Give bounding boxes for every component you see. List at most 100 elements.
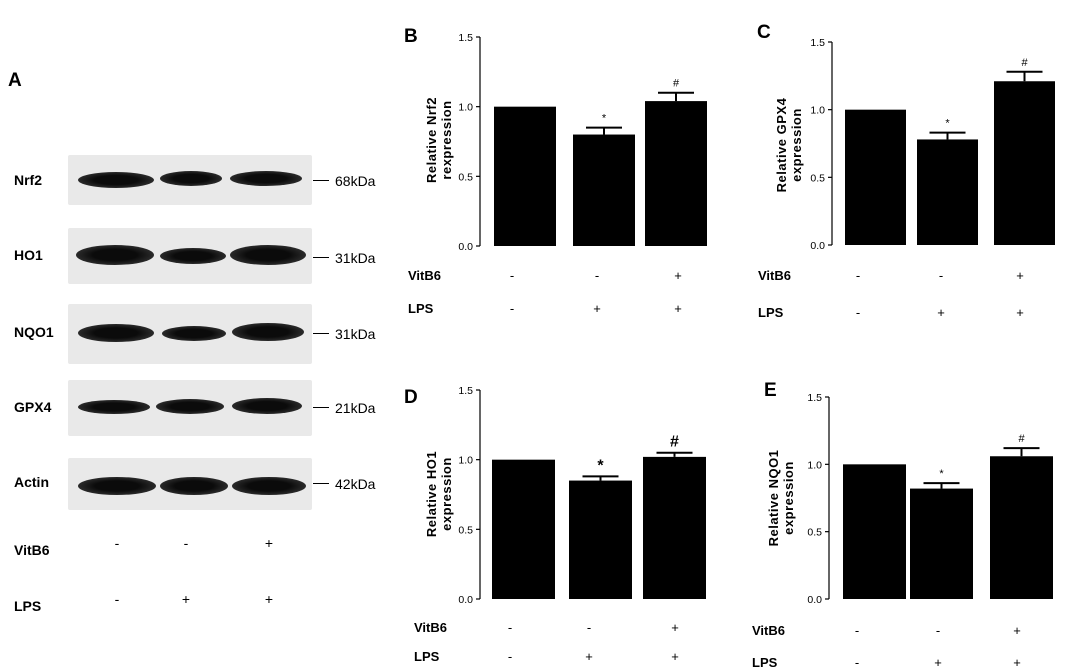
treatment-label-lps: LPS — [414, 649, 440, 664]
band — [160, 248, 226, 264]
y-tick-label: 0.5 — [458, 171, 473, 183]
treatment-sign: - — [936, 623, 940, 638]
protein-label-gpx4: GPX4 — [14, 399, 52, 415]
panel-a-letter: A — [8, 70, 22, 91]
band — [232, 323, 304, 341]
band — [78, 172, 154, 188]
treatment-label-vitb6: VitB6 — [408, 268, 441, 283]
panel-e-letter: E — [764, 380, 777, 401]
treatment-sign: - — [856, 268, 860, 283]
significance-mark: * — [597, 457, 604, 474]
band — [76, 245, 154, 265]
mw-label-nqo1: 31kDa — [335, 326, 376, 342]
protein-label-nrf2: Nrf2 — [14, 172, 43, 188]
treatment-sign: - — [510, 268, 514, 283]
y-tick-label: 0.5 — [807, 527, 822, 539]
band — [232, 398, 302, 414]
bar — [990, 456, 1053, 599]
y-axis-label: Relative NQO1expression — [766, 450, 796, 547]
band — [162, 326, 226, 341]
band — [230, 245, 306, 265]
band — [232, 477, 306, 495]
treatment-sign: - — [587, 620, 591, 635]
treatment-sign: + — [593, 301, 601, 316]
bar — [569, 480, 632, 599]
y-tick-label: 1.0 — [810, 105, 825, 117]
y-tick-label: 0.0 — [810, 240, 825, 252]
treatment-sign: - — [114, 591, 120, 607]
bar — [494, 106, 556, 247]
treatment-sign: + — [674, 268, 682, 283]
bar — [492, 459, 555, 599]
mw-label-gpx4: 21kDa — [335, 400, 376, 416]
bar — [573, 134, 635, 246]
band — [78, 324, 154, 342]
y-tick-label: 1.5 — [807, 392, 822, 404]
treatment-sign: + — [1016, 305, 1024, 320]
treatment-sign: + — [1013, 655, 1021, 670]
treatment-sign: - — [183, 535, 189, 551]
significance-mark: # — [673, 78, 680, 90]
treatment-label-vitb6: VitB6 — [758, 268, 791, 283]
band — [78, 477, 156, 495]
treatment-sign: - — [510, 301, 514, 316]
treatment-sign: - — [855, 655, 859, 670]
treatment-label-vitb6: VitB6 — [414, 620, 447, 635]
mw-tick — [313, 407, 329, 408]
y-tick-label: 1.5 — [458, 385, 473, 397]
treatment-sign: - — [114, 535, 120, 551]
bar — [917, 139, 978, 245]
y-tick-label: 0.5 — [810, 172, 825, 184]
bar — [910, 488, 973, 599]
significance-mark: * — [945, 118, 950, 130]
mw-tick — [313, 180, 329, 181]
bar — [643, 456, 706, 599]
mw-tick — [313, 257, 329, 258]
treatment-sign: + — [934, 655, 942, 670]
treatment-sign: - — [939, 268, 943, 283]
y-axis-label: Relative Nrf2rexpression — [424, 97, 454, 183]
treatment-sign: + — [671, 649, 679, 664]
panel-b-letter: B — [404, 26, 418, 47]
blot-strip-actin — [68, 458, 312, 510]
y-tick-label: 0.0 — [807, 594, 822, 606]
protein-label-actin: Actin — [14, 474, 49, 490]
significance-mark: * — [602, 113, 607, 125]
mw-tick — [313, 333, 329, 334]
y-tick-label: 0.0 — [458, 594, 473, 606]
bar — [645, 101, 707, 247]
y-axis-label: Relative HO1expression — [424, 451, 454, 537]
treatment-sign: - — [595, 268, 599, 283]
bar — [843, 464, 906, 599]
blot-strip-nrf2 — [68, 155, 312, 205]
significance-mark: * — [939, 468, 944, 480]
significance-mark: # — [670, 434, 679, 451]
treatment-sign: + — [674, 301, 682, 316]
treatment-sign: - — [856, 305, 860, 320]
significance-mark: # — [1018, 433, 1025, 445]
band — [230, 171, 302, 186]
treatment-sign: + — [585, 649, 593, 664]
band — [160, 477, 228, 495]
treatment-sign: + — [264, 591, 274, 607]
band — [160, 171, 222, 186]
treatment-label-lps: LPS — [408, 301, 434, 316]
treatment-label-lps: LPS — [14, 598, 42, 614]
treatment-sign: - — [508, 620, 512, 635]
blot-strip-ho1 — [68, 228, 312, 284]
protein-label-ho1: HO1 — [14, 247, 43, 263]
y-tick-label: 1.0 — [458, 102, 473, 114]
treatment-label-vitb6: VitB6 — [752, 623, 785, 638]
y-tick-label: 0.5 — [458, 524, 473, 536]
blot-strip-gpx4 — [68, 380, 312, 436]
mw-label-ho1: 31kDa — [335, 250, 376, 266]
treatment-sign: + — [937, 305, 945, 320]
band — [78, 400, 150, 414]
significance-mark: # — [1021, 57, 1028, 69]
panel-c-letter: C — [757, 22, 771, 43]
treatment-sign: + — [671, 620, 679, 635]
y-tick-label: 1.0 — [807, 459, 822, 471]
y-tick-label: 1.0 — [458, 455, 473, 467]
mw-tick — [313, 483, 329, 484]
